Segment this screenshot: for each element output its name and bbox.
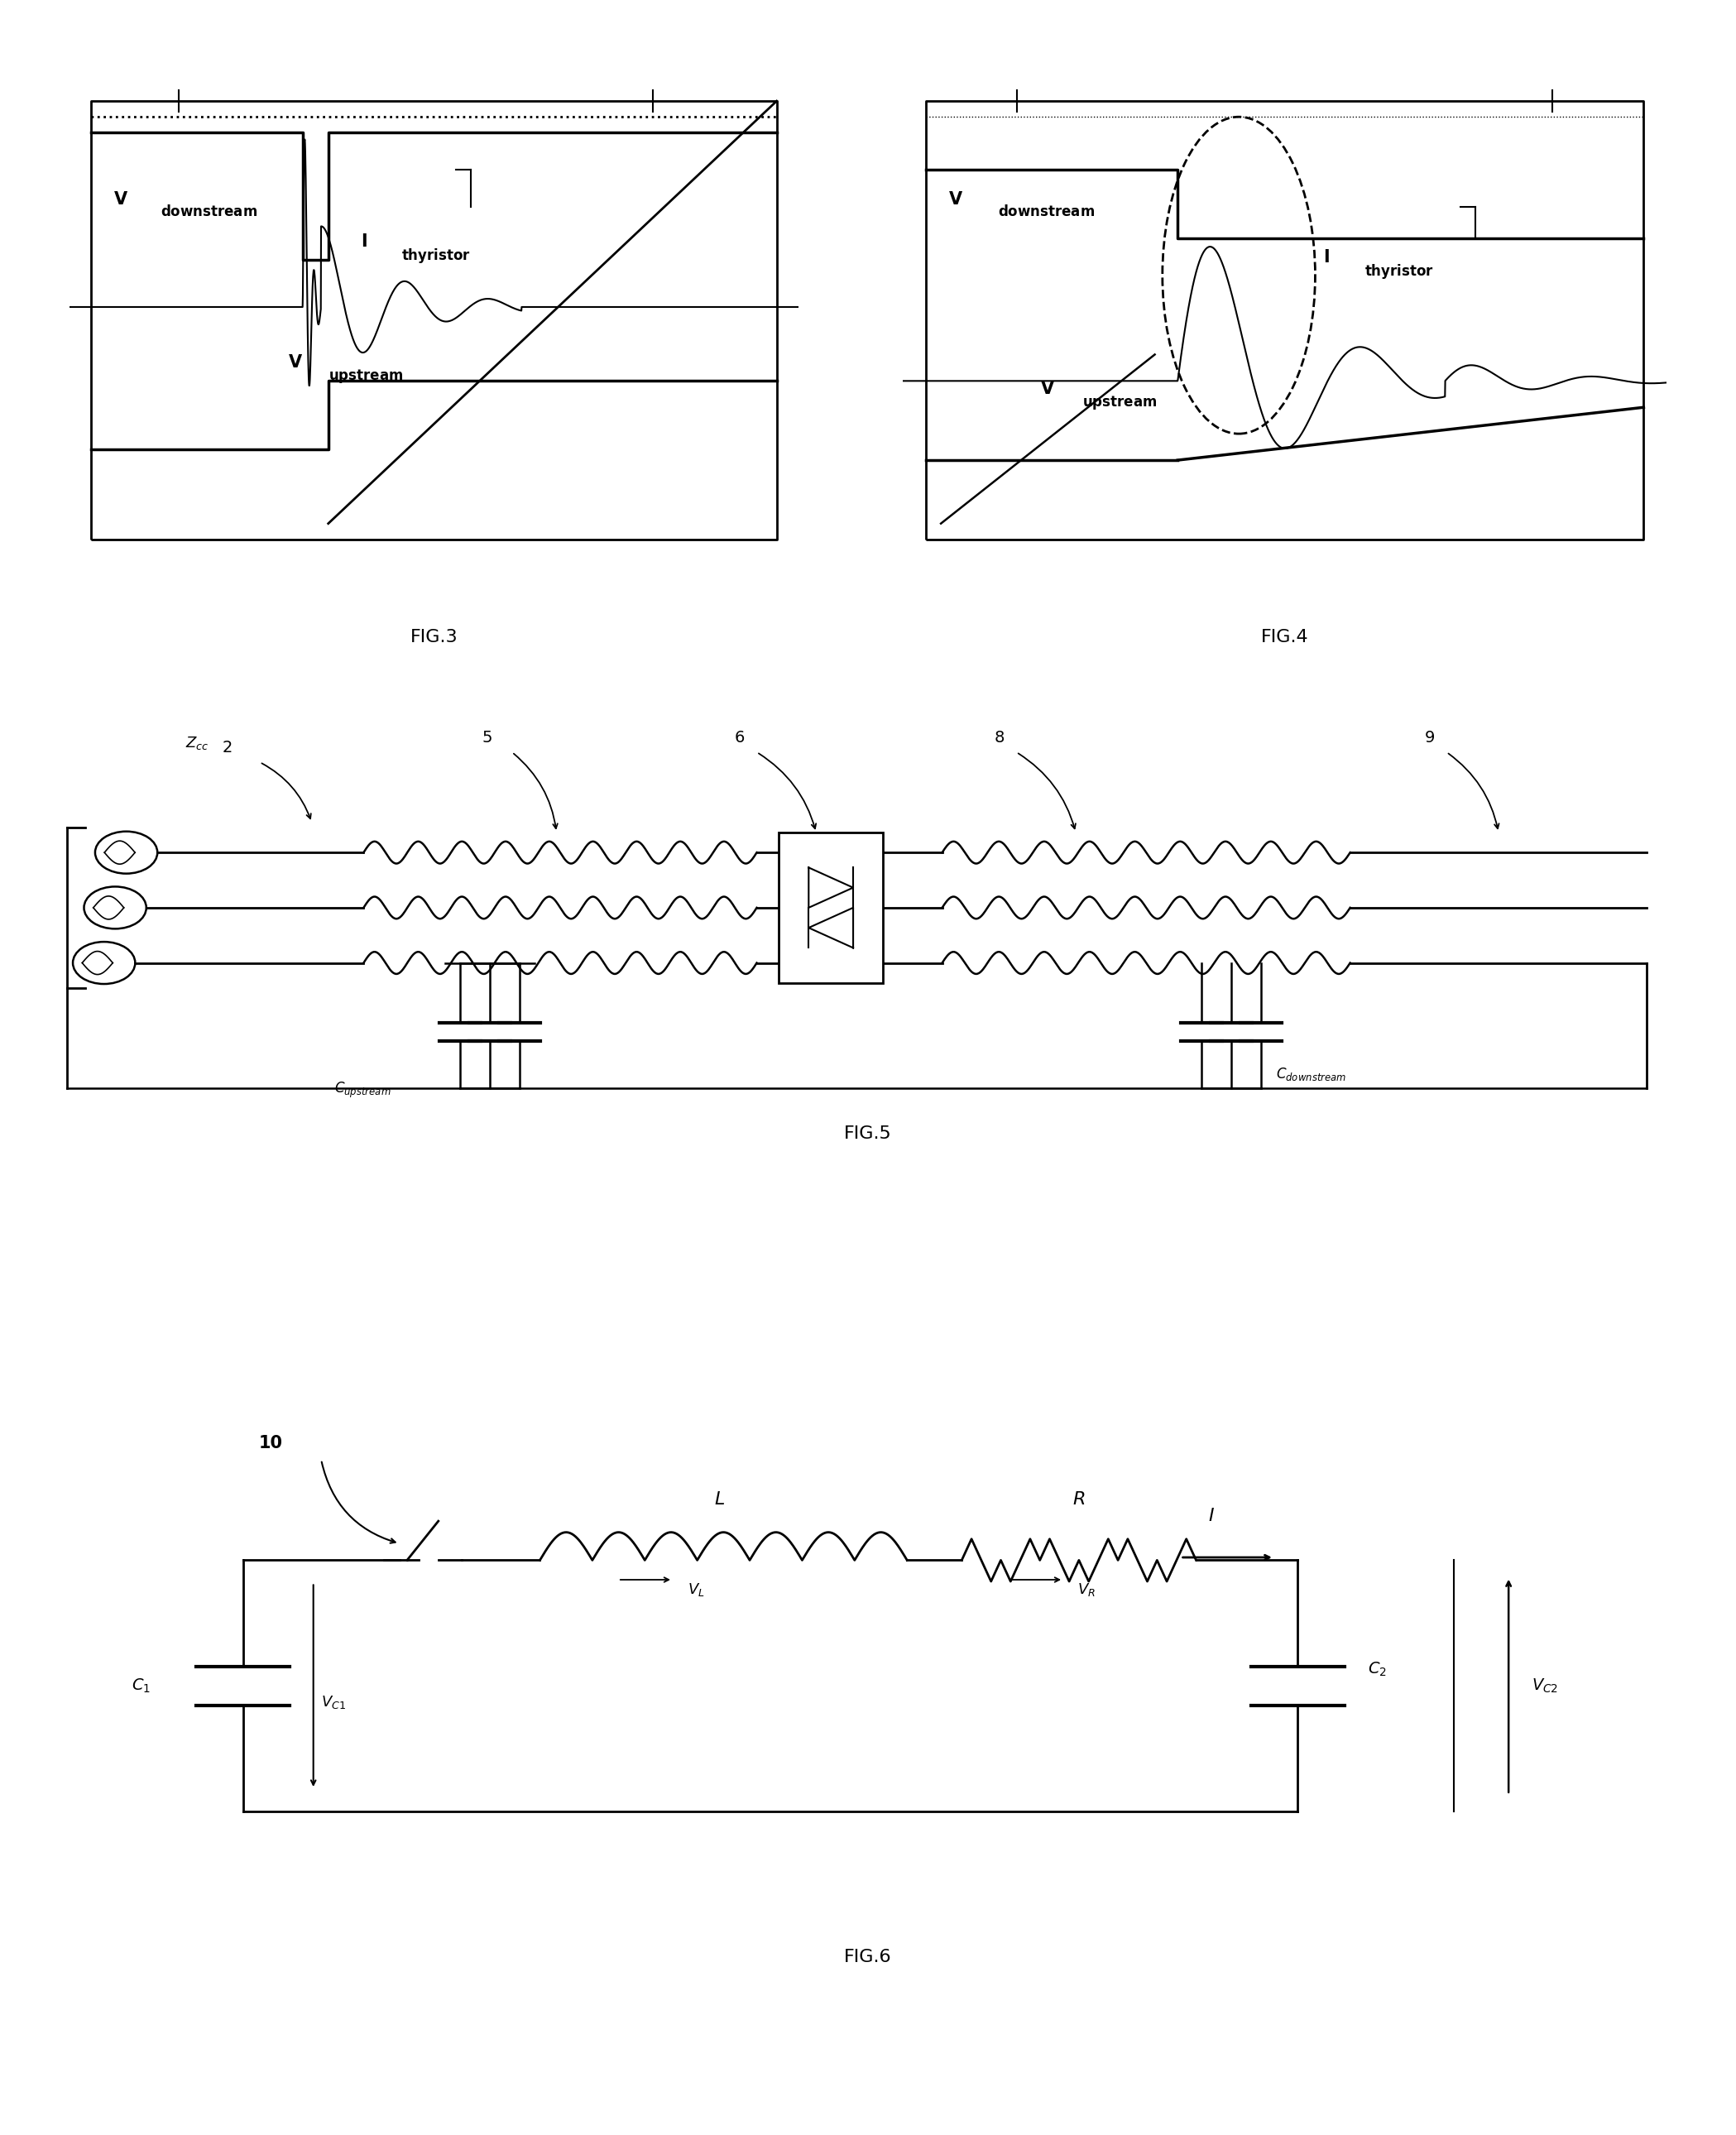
Text: $\mathbf{V}$: $\mathbf{V}$ [113, 190, 128, 207]
Text: 10: 10 [259, 1435, 283, 1452]
Text: FIG.6: FIG.6 [844, 1949, 892, 1966]
Text: $\mathbf{I}$: $\mathbf{I}$ [1323, 250, 1330, 265]
Text: FIG.5: FIG.5 [844, 1125, 892, 1142]
Text: FIG.3: FIG.3 [410, 630, 458, 645]
Text: $\mathbf{V}$: $\mathbf{V}$ [1040, 380, 1055, 397]
Text: $\mathbf{I}$: $\mathbf{I}$ [361, 233, 368, 250]
Text: $V_{C2}$: $V_{C2}$ [1533, 1676, 1559, 1695]
Text: $V_R$: $V_R$ [1078, 1582, 1095, 1597]
Text: $Z_{cc}$: $Z_{cc}$ [186, 734, 208, 752]
Text: 6: 6 [734, 730, 745, 745]
Text: 2: 2 [222, 739, 233, 756]
Text: $\mathbf{V}$: $\mathbf{V}$ [948, 190, 963, 207]
Text: $\mathbf{upstream}$: $\mathbf{upstream}$ [328, 367, 403, 384]
Text: $L$: $L$ [713, 1490, 726, 1507]
Text: $C_2$: $C_2$ [1368, 1661, 1387, 1678]
Text: $\mathbf{thyristor}$: $\mathbf{thyristor}$ [1364, 263, 1434, 280]
Text: $C_{downstream}$: $C_{downstream}$ [1276, 1065, 1347, 1082]
Text: $C_{upstream}$: $C_{upstream}$ [333, 1080, 391, 1100]
Text: 8: 8 [995, 730, 1005, 745]
Text: $V_{C1}$: $V_{C1}$ [321, 1695, 345, 1710]
Text: $\mathbf{downstream}$: $\mathbf{downstream}$ [998, 205, 1095, 220]
Text: 5: 5 [483, 730, 493, 745]
Text: $C_1$: $C_1$ [132, 1676, 151, 1695]
Text: $\mathbf{downstream}$: $\mathbf{downstream}$ [160, 205, 257, 220]
Text: $\mathbf{V}$: $\mathbf{V}$ [288, 354, 304, 371]
Text: 9: 9 [1424, 730, 1434, 745]
Bar [779, 833, 884, 982]
Text: $V_L$: $V_L$ [687, 1582, 705, 1597]
Text: $\mathbf{thyristor}$: $\mathbf{thyristor}$ [401, 246, 470, 265]
Text: $R$: $R$ [1073, 1490, 1085, 1507]
Text: FIG.4: FIG.4 [1260, 630, 1309, 645]
Text: $I$: $I$ [1208, 1507, 1215, 1524]
Text: $\mathbf{upstream}$: $\mathbf{upstream}$ [1082, 395, 1156, 412]
